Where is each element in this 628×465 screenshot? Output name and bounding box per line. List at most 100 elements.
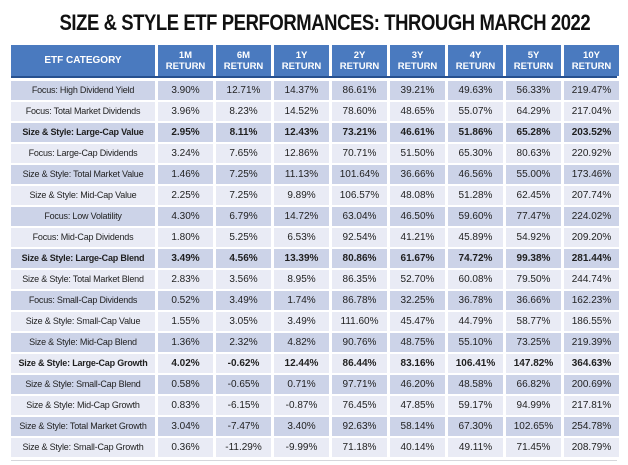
value-cell: 2.32% [216,333,271,352]
etf-performance-table: ETF CATEGORY 1M RETURN 6M RETURN 1Y RETURN 2Y R… [11,45,619,461]
category-cell: Size & Style: Large-Cap Blend [11,249,155,268]
value-cell: 49.63% [448,81,503,100]
value-cell: 64.29% [506,102,561,121]
value-cell: 46.61% [390,123,445,142]
value-cell: 2.25% [158,186,213,205]
value-cell: 48.58% [448,375,503,394]
category-cell: Size & Style: Total Market Blend [11,270,155,289]
value-cell: 90.76% [332,333,387,352]
value-cell: 55.10% [448,333,503,352]
value-cell: 1.55% [158,312,213,331]
value-cell: 5.25% [216,228,271,247]
value-cell: 162.23% [564,291,619,310]
category-cell: Focus: High Dividend Yield [11,81,155,100]
value-cell: 4.02% [158,354,213,373]
value-cell: 86.61% [332,81,387,100]
category-cell: Size & Style: Large-Cap Growth [11,354,155,373]
value-cell: 364.63% [564,354,619,373]
table-body: Focus: High Dividend Yield 3.90% 12.71% 14.… [11,81,619,457]
value-cell: 12.71% [216,81,271,100]
value-cell: -0.65% [216,375,271,394]
value-cell: 80.86% [332,249,387,268]
value-cell: 67.30% [448,417,503,436]
value-cell: 76.45% [332,396,387,415]
value-cell: 78.60% [332,102,387,121]
value-cell: 217.04% [564,102,619,121]
value-cell: 41.21% [390,228,445,247]
value-cell: 3.49% [216,291,271,310]
value-cell: 200.69% [564,375,619,394]
value-cell: 9.89% [274,186,329,205]
value-cell: 219.47% [564,81,619,100]
column-header-6m-return: 6M RETURN [216,45,271,76]
value-cell: 8.95% [274,270,329,289]
value-cell: 59.60% [448,207,503,226]
value-cell: 61.67% [390,249,445,268]
value-cell: 6.53% [274,228,329,247]
value-cell: 4.56% [216,249,271,268]
value-cell: 101.64% [332,165,387,184]
value-cell: 77.47% [506,207,561,226]
value-cell: 65.28% [506,123,561,142]
value-cell: 39.21% [390,81,445,100]
value-cell: 14.37% [274,81,329,100]
value-cell: 207.74% [564,186,619,205]
value-cell: 12.44% [274,354,329,373]
value-cell: 173.46% [564,165,619,184]
value-cell: 12.43% [274,123,329,142]
column-header-2y-return: 2Y RETURN [332,45,387,76]
value-cell: 0.58% [158,375,213,394]
value-cell: 80.63% [506,144,561,163]
value-cell: 217.81% [564,396,619,415]
value-cell: 54.92% [506,228,561,247]
category-cell: Size & Style: Small-Cap Growth [11,438,155,457]
value-cell: -11.29% [216,438,271,457]
value-cell: 1.46% [158,165,213,184]
value-cell: 102.65% [506,417,561,436]
column-header-10y-return: 10Y RETURN [564,45,619,76]
category-cell: Size & Style: Small-Cap Blend [11,375,155,394]
category-cell: Size & Style: Small-Cap Value [11,312,155,331]
value-cell: 4.30% [158,207,213,226]
value-cell: 3.05% [216,312,271,331]
value-cell: 83.16% [390,354,445,373]
value-cell: 66.82% [506,375,561,394]
category-cell: Size & Style: Mid-Cap Growth [11,396,155,415]
value-cell: 111.60% [332,312,387,331]
value-cell: 8.23% [216,102,271,121]
value-cell: 208.79% [564,438,619,457]
value-cell: 224.02% [564,207,619,226]
value-cell: 92.54% [332,228,387,247]
value-cell: -6.15% [216,396,271,415]
value-cell: 46.56% [448,165,503,184]
category-cell: Focus: Low Volatility [11,207,155,226]
value-cell: 3.40% [274,417,329,436]
value-cell: 106.57% [332,186,387,205]
value-cell: 11.13% [274,165,329,184]
value-cell: 97.71% [332,375,387,394]
value-cell: 51.86% [448,123,503,142]
value-cell: 49.11% [448,438,503,457]
value-cell: 58.77% [506,312,561,331]
value-cell: 51.50% [390,144,445,163]
value-cell: 40.14% [390,438,445,457]
value-cell: 244.74% [564,270,619,289]
category-cell: Focus: Mid-Cap Dividends [11,228,155,247]
value-cell: 36.66% [390,165,445,184]
value-cell: 7.25% [216,165,271,184]
value-cell: -0.62% [216,354,271,373]
value-cell: 3.90% [158,81,213,100]
page-title: SIZE & STYLE ETF PERFORMANCES: THROUGH M… [59,10,591,35]
value-cell: 92.63% [332,417,387,436]
value-cell: 36.78% [448,291,503,310]
value-cell: 45.47% [390,312,445,331]
value-cell: 1.80% [158,228,213,247]
value-cell: 6.79% [216,207,271,226]
value-cell: 58.14% [390,417,445,436]
value-cell: 12.86% [274,144,329,163]
value-cell: 0.36% [158,438,213,457]
value-cell: 147.82% [506,354,561,373]
category-cell: Focus: Total Market Dividends [11,102,155,121]
value-cell: 44.79% [448,312,503,331]
value-cell: 8.11% [216,123,271,142]
